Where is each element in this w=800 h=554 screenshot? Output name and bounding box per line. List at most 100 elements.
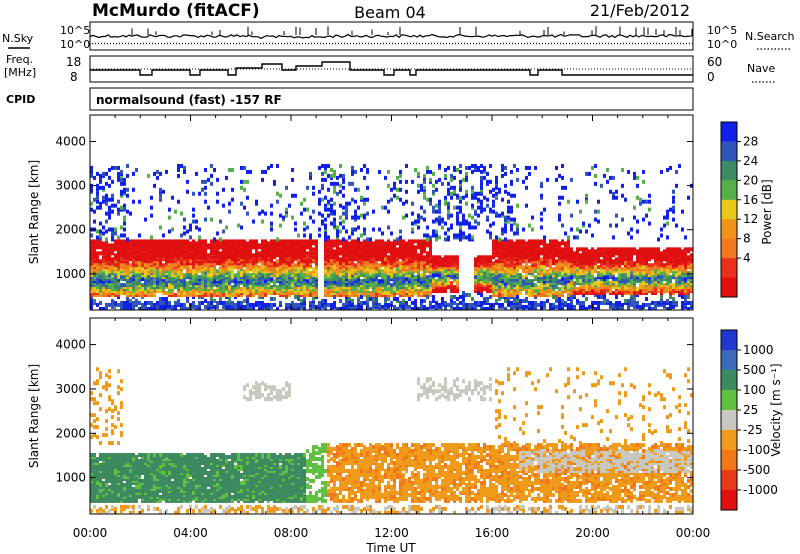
power-cell — [141, 277, 144, 282]
power-cell — [492, 261, 495, 266]
power-cell — [234, 273, 237, 278]
power-cell — [447, 227, 450, 232]
freq-tick-high: 18 — [66, 55, 81, 69]
power-cell — [444, 167, 447, 172]
power-cell — [432, 219, 435, 224]
power-cell — [249, 243, 252, 248]
power-cell — [462, 235, 465, 240]
power-cell — [258, 281, 261, 286]
power-cell — [105, 193, 108, 198]
power-cell — [261, 300, 264, 305]
power-cell — [534, 283, 537, 288]
power-cell — [423, 304, 426, 309]
power-cell — [501, 287, 504, 292]
power-cell — [369, 296, 372, 301]
power-cell — [495, 235, 498, 240]
power-cell — [507, 239, 510, 244]
power-cell — [261, 245, 264, 250]
power-cell — [228, 267, 231, 272]
power-cell — [444, 201, 447, 206]
power-cell — [243, 275, 246, 280]
power-cell — [492, 203, 495, 208]
power-cell — [354, 213, 357, 218]
power-cell — [339, 306, 342, 310]
power-cell — [438, 259, 441, 264]
power-cell — [426, 306, 429, 310]
power-cell — [480, 269, 483, 274]
power-cell — [450, 261, 453, 266]
power-cell — [300, 201, 303, 206]
power-cell — [522, 279, 525, 284]
power-cell — [498, 263, 501, 268]
power-cell — [399, 187, 402, 192]
power-cell — [504, 237, 507, 242]
power-cell — [102, 231, 105, 236]
power-cell — [555, 291, 558, 296]
power-cell — [474, 163, 477, 168]
power-cell — [324, 163, 327, 168]
power-cell — [165, 300, 168, 305]
power-cell — [120, 257, 123, 262]
power-cell — [480, 169, 483, 174]
power-cell — [519, 261, 522, 266]
power-cell — [510, 209, 513, 214]
power-cell — [510, 267, 513, 272]
power-cell — [393, 269, 396, 274]
power-cell — [171, 195, 174, 200]
power-cell — [240, 271, 243, 276]
power-cell — [561, 239, 564, 244]
power-cell — [339, 203, 342, 208]
power-cell — [546, 298, 549, 303]
power-cell — [459, 205, 462, 210]
power-cell — [129, 298, 132, 303]
power-cell — [414, 298, 417, 303]
power-cell — [351, 227, 354, 232]
power-cell — [312, 219, 315, 224]
power-cell — [135, 298, 138, 303]
power-cell — [234, 239, 237, 244]
power-cell — [459, 306, 462, 310]
power-cell — [381, 239, 384, 244]
power-cell — [525, 245, 528, 250]
power-cell — [279, 261, 282, 266]
power-cell — [240, 287, 243, 292]
power-cell — [423, 195, 426, 200]
power-cell — [438, 273, 441, 278]
power-cell — [417, 289, 420, 294]
power-cell — [99, 173, 102, 178]
power-cell — [255, 239, 258, 244]
power-cell — [333, 300, 336, 305]
power-cell — [330, 221, 333, 226]
power-cell — [402, 239, 405, 244]
power-cell — [210, 239, 213, 244]
power-cell — [141, 302, 144, 307]
power-cell — [393, 279, 396, 284]
power-cell — [348, 241, 351, 246]
power-cell — [345, 205, 348, 210]
power-cell — [426, 169, 429, 174]
power-cell — [492, 199, 495, 204]
power-cell — [492, 302, 495, 307]
power-cell — [522, 298, 525, 303]
power-cell — [180, 293, 183, 298]
power-cell — [354, 199, 357, 204]
power-cell — [213, 304, 216, 309]
power-cell — [555, 283, 558, 288]
power-cell — [183, 279, 186, 284]
power-cell — [321, 298, 324, 303]
power-cell — [420, 298, 423, 303]
power-cell — [435, 273, 438, 278]
power-cell — [237, 273, 240, 278]
power-cell — [366, 197, 369, 202]
power-cell — [141, 251, 144, 256]
power-cell — [423, 209, 426, 214]
power-cell — [411, 201, 414, 206]
power-cell — [390, 293, 393, 298]
power-cell — [513, 304, 516, 309]
power-cell — [567, 239, 570, 244]
power-cell — [291, 300, 294, 305]
power-cell — [585, 193, 588, 198]
power-cell — [183, 225, 186, 230]
power-cell — [570, 298, 573, 303]
